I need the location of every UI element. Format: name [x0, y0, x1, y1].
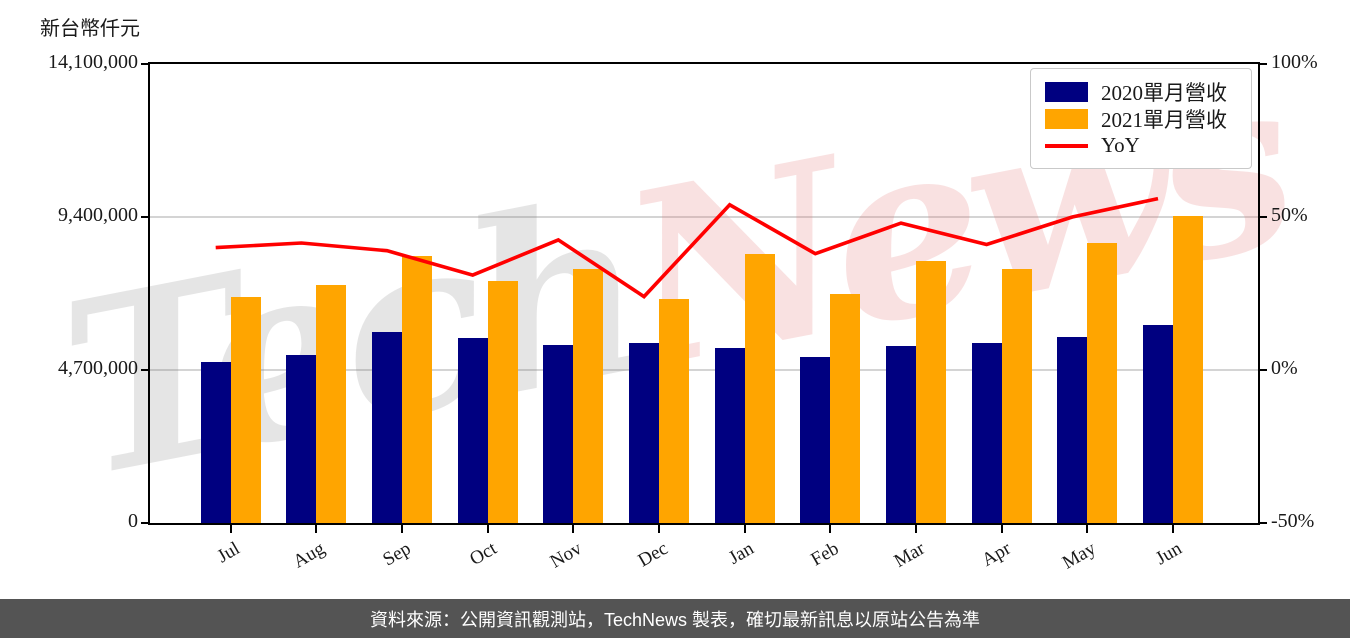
legend-label-yoy: YoY: [1101, 133, 1140, 157]
bar-2021單月營收-Apr: [1001, 269, 1032, 523]
bar-2021單月營收-Aug: [316, 285, 347, 523]
x-axis-month-label: Feb: [807, 538, 843, 571]
x-axis-month-label: Nov: [546, 538, 586, 573]
bar-2020單月營收-Oct: [457, 338, 488, 523]
bar-2020單月營收-Jan: [714, 348, 745, 523]
legend-swatch-2021: [1045, 108, 1088, 129]
bar-2020單月營收-Nov: [543, 344, 574, 523]
bar-2021單月營收-Feb: [830, 294, 861, 523]
x-axis-tick-mark: [658, 525, 660, 533]
bar-2020單月營收-Mar: [885, 345, 916, 523]
legend-item-2021: 2021單月營收: [1045, 105, 1251, 132]
yoy-line: [215, 196, 1159, 299]
x-axis-tick-mark: [914, 525, 917, 533]
footer-bar: 資料來源：公開資訊觀測站，TechNews 製表，確切最新訊息以原站公告為準: [0, 599, 1350, 638]
legend-label-2021: 2021單月營收: [1101, 107, 1227, 132]
x-axis-month-label: Jul: [213, 538, 244, 568]
bar-2021單月營收-May: [1087, 242, 1118, 523]
bar-2021單月營收-Jun: [1172, 216, 1203, 523]
y-axis-tick-mark: [141, 216, 148, 218]
x-axis-tick-mark: [572, 525, 575, 533]
bar-2021單月營收-Sep: [402, 256, 433, 523]
x-axis-tick-mark: [743, 525, 746, 533]
right-axis-tick-label: -50%: [1271, 510, 1315, 532]
right-axis-tick-mark: [1260, 522, 1267, 524]
y-axis-tick-mark: [141, 369, 148, 371]
legend-label-2020: 2020單月營收: [1101, 80, 1227, 105]
bar-2020單月營收-Aug: [286, 355, 317, 523]
x-axis-month-label: Aug: [290, 538, 329, 573]
x-axis-month-label: Oct: [465, 538, 501, 570]
x-axis-month-label: Dec: [634, 538, 672, 572]
y-axis-tick-label: 14,100,000: [48, 51, 138, 73]
x-axis-tick-mark: [1086, 525, 1089, 533]
x-axis-month-label: Jan: [724, 538, 758, 569]
legend-item-yoy: YoY: [1045, 132, 1251, 159]
right-axis-tick-label: 50%: [1271, 204, 1308, 226]
x-axis-tick-mark: [401, 525, 404, 533]
bar-2021單月營收-Jan: [744, 253, 775, 523]
x-axis-tick-mark: [1000, 525, 1003, 533]
bar-2021單月營收-Dec: [659, 299, 689, 523]
x-axis-tick-mark: [315, 525, 318, 533]
x-axis-tick-mark: [486, 525, 489, 533]
legend: 2020單月營收 2021單月營收 YoY: [1030, 68, 1252, 169]
bar-2020單月營收-Sep: [372, 331, 403, 523]
bar-2020單月營收-Apr: [971, 343, 1002, 523]
bar-2020單月營收-Jul: [200, 361, 231, 523]
legend-line-swatch-yoy: [1045, 143, 1088, 148]
gridline: [150, 369, 1258, 371]
y-axis-tick-mark: [141, 522, 148, 524]
bar-2020單月營收-Dec: [629, 343, 659, 523]
bar-2021單月營收-Oct: [487, 281, 518, 523]
yoy-line-layer: [215, 196, 1159, 299]
x-axis-month-label: Apr: [978, 538, 1015, 571]
y-axis-tick-mark: [141, 63, 148, 65]
right-axis-tick-label: 0%: [1271, 357, 1298, 379]
bar-2021單月營收-Mar: [915, 260, 946, 523]
bar-2020單月營收-May: [1057, 336, 1088, 523]
bar-2021單月營收-Nov: [573, 269, 604, 523]
right-axis-tick-label: 100%: [1271, 51, 1318, 73]
y-axis-tick-label: 9,400,000: [58, 204, 138, 226]
right-axis-tick-mark: [1260, 369, 1267, 371]
x-axis-month-label: Jun: [1152, 538, 1186, 570]
bar-2021單月營收-Jul: [230, 297, 261, 523]
y-axis-title: 新台幣仟元: [40, 18, 140, 40]
y-axis-tick-label: 4,700,000: [58, 357, 138, 379]
plot-area: 2020單月營收 2021單月營收 YoY: [148, 62, 1260, 525]
x-axis-month-label: Sep: [379, 538, 415, 571]
legend-swatch-2020: [1045, 81, 1088, 102]
bar-2020單月營收-Jun: [1142, 324, 1173, 523]
gridline-layer: [150, 64, 1258, 523]
x-axis-month-label: Mar: [890, 538, 929, 573]
footer-text: 資料來源：公開資訊觀測站，TechNews 製表，確切最新訊息以原站公告為準: [369, 609, 981, 630]
x-axis-tick-mark: [1171, 525, 1174, 533]
right-axis-tick-mark: [1260, 63, 1267, 65]
x-axis-tick-mark: [829, 525, 832, 533]
y-axis-tick-label: 0: [128, 510, 138, 532]
gridline: [150, 216, 1258, 218]
bar-2020單月營收-Feb: [800, 356, 831, 523]
legend-item-2020: 2020單月營收: [1045, 78, 1251, 105]
right-axis-tick-mark: [1260, 216, 1267, 218]
x-axis-tick-mark: [229, 525, 232, 533]
x-axis-month-label: May: [1059, 538, 1100, 574]
